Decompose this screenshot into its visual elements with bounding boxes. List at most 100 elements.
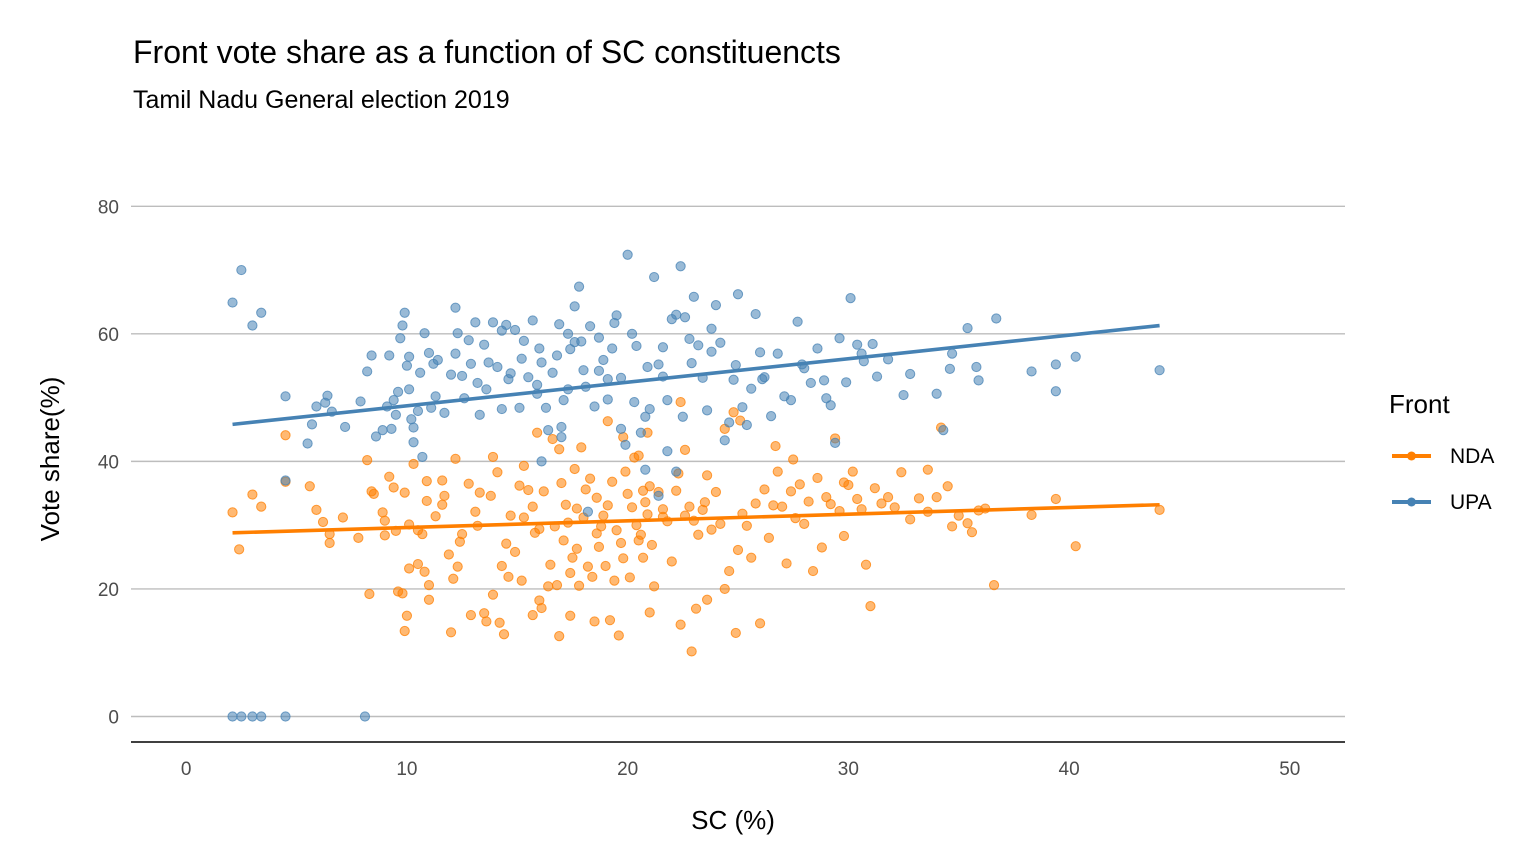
point-upa bbox=[445, 369, 457, 380]
point-nda bbox=[498, 629, 510, 640]
point-nda bbox=[706, 524, 717, 535]
point-upa bbox=[585, 321, 596, 332]
point-upa bbox=[818, 375, 830, 386]
point-nda bbox=[437, 499, 448, 510]
point-nda bbox=[423, 580, 435, 591]
point-upa bbox=[649, 271, 660, 283]
point-nda bbox=[445, 627, 457, 638]
y-axis-tick-labels: 0 20 40 60 80 bbox=[98, 197, 119, 728]
point-upa bbox=[741, 419, 752, 431]
point-upa bbox=[589, 401, 600, 412]
point-nda bbox=[635, 529, 646, 540]
point-nda bbox=[816, 542, 827, 553]
point-nda bbox=[593, 541, 605, 552]
point-nda bbox=[256, 501, 267, 512]
point-nda bbox=[454, 536, 465, 547]
point-nda bbox=[600, 560, 611, 572]
point-upa bbox=[536, 357, 547, 368]
point-nda bbox=[931, 491, 942, 503]
point-upa bbox=[562, 328, 574, 339]
point-upa bbox=[487, 317, 499, 328]
point-upa bbox=[750, 308, 761, 320]
point-upa bbox=[397, 320, 408, 331]
point-nda bbox=[377, 507, 388, 518]
point-upa bbox=[456, 370, 468, 382]
point-upa bbox=[359, 711, 371, 722]
point-upa bbox=[412, 405, 424, 417]
point-nda bbox=[746, 552, 757, 563]
x-tick-label: 30 bbox=[838, 759, 859, 780]
point-nda bbox=[777, 501, 788, 512]
point-nda bbox=[724, 565, 735, 577]
point-nda bbox=[337, 512, 348, 523]
point-nda bbox=[353, 532, 364, 544]
point-nda bbox=[763, 532, 775, 544]
point-nda bbox=[362, 455, 373, 466]
point-upa bbox=[227, 711, 238, 722]
point-nda bbox=[527, 609, 538, 621]
point-upa bbox=[573, 281, 585, 292]
point-upa bbox=[1050, 386, 1061, 397]
point-nda bbox=[624, 572, 635, 583]
point-upa bbox=[419, 328, 430, 339]
point-upa bbox=[578, 365, 589, 376]
point-nda bbox=[591, 492, 602, 503]
point-nda bbox=[463, 478, 474, 489]
point-upa bbox=[938, 425, 949, 436]
point-nda bbox=[838, 530, 850, 542]
point-upa bbox=[340, 421, 351, 433]
point-nda bbox=[591, 528, 602, 539]
point-nda bbox=[812, 472, 823, 484]
point-upa bbox=[392, 386, 404, 397]
point-nda bbox=[649, 581, 660, 592]
point-nda bbox=[280, 430, 291, 441]
point-nda bbox=[732, 544, 744, 556]
point-nda bbox=[788, 454, 799, 465]
point-nda bbox=[860, 559, 872, 570]
point-upa bbox=[417, 451, 428, 463]
point-upa bbox=[474, 409, 485, 420]
point-upa bbox=[1050, 359, 1061, 370]
point-upa bbox=[662, 446, 673, 457]
point-upa bbox=[642, 361, 653, 373]
point-nda bbox=[582, 561, 594, 572]
point-nda bbox=[642, 509, 653, 520]
point-nda bbox=[710, 486, 722, 498]
point-upa bbox=[496, 403, 507, 415]
point-upa bbox=[821, 393, 832, 404]
point-upa bbox=[556, 421, 567, 433]
point-nda bbox=[607, 476, 618, 487]
point-nda bbox=[598, 510, 609, 521]
point-upa bbox=[640, 411, 651, 422]
point-upa bbox=[362, 366, 373, 377]
point-nda bbox=[503, 571, 514, 582]
point-nda bbox=[770, 440, 781, 452]
point-nda bbox=[913, 493, 925, 504]
point-upa bbox=[370, 431, 382, 442]
point-upa bbox=[227, 297, 238, 308]
point-upa bbox=[247, 320, 258, 331]
trend-lines bbox=[232, 323, 1160, 535]
point-upa bbox=[432, 354, 443, 366]
point-nda bbox=[536, 602, 547, 614]
point-nda bbox=[942, 481, 953, 492]
point-upa bbox=[311, 401, 322, 412]
point-nda bbox=[602, 416, 613, 427]
x-tick-label: 20 bbox=[617, 759, 638, 780]
point-nda bbox=[505, 510, 516, 521]
point-nda bbox=[754, 618, 766, 629]
point-upa bbox=[377, 425, 388, 436]
point-nda bbox=[1070, 541, 1081, 552]
point-nda bbox=[633, 450, 644, 461]
point-nda bbox=[701, 470, 713, 481]
point-nda bbox=[516, 575, 527, 586]
point-upa bbox=[598, 354, 609, 366]
point-upa bbox=[772, 348, 783, 359]
point-nda bbox=[430, 511, 441, 522]
point-upa bbox=[688, 291, 699, 302]
point-nda bbox=[803, 496, 814, 507]
point-upa bbox=[593, 332, 605, 343]
point-upa bbox=[766, 410, 777, 422]
point-upa bbox=[536, 456, 547, 467]
